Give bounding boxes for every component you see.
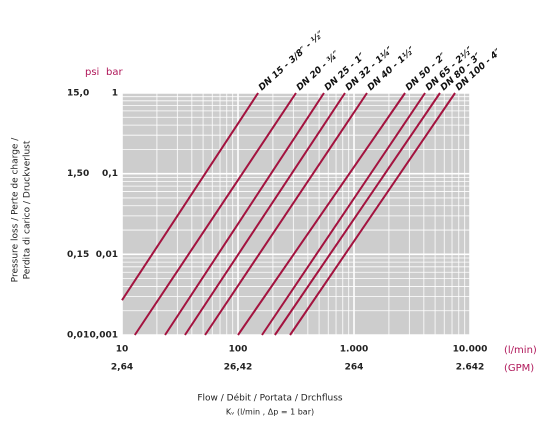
- series-line: [289, 92, 456, 336]
- x2-tick-label: 26,42: [224, 363, 252, 373]
- y2-tick-label: 0,01: [67, 331, 89, 341]
- series-line: [237, 92, 406, 336]
- x2-tick-label: 2.642: [456, 363, 484, 373]
- series-line: [204, 92, 368, 336]
- y-axis-title: Perdita di carico / Druckverlust: [23, 140, 33, 279]
- x-tick-label: 1.000: [340, 345, 368, 355]
- series-line: [121, 92, 259, 301]
- x-tick-label: 100: [229, 345, 248, 355]
- x-tick-label: 10.000: [453, 345, 488, 355]
- x2-tick-label: 264: [345, 363, 364, 373]
- y-tick-label: 1: [112, 89, 118, 99]
- y-tick-label: 0,1: [102, 169, 118, 179]
- series-line: [133, 92, 297, 336]
- y2-tick-label: 15,0: [67, 89, 89, 99]
- series-label: DN 15 - 3/8″ - ½″: [257, 30, 326, 94]
- series-line: [261, 92, 426, 336]
- plot-area: [122, 93, 470, 335]
- y-axis-title: Pressure loss / Perte de charge /: [11, 137, 21, 283]
- x-axis-title: Flow / Débit / Portata / Drchfluss: [197, 393, 343, 404]
- x-axis-subtitle: Kᵥ (l/min , Δp = 1 bar): [226, 408, 314, 417]
- x2-unit: (GPM): [504, 363, 534, 374]
- y-tick-label: 0,001: [90, 331, 118, 341]
- series-line: [164, 92, 325, 336]
- series-line: [184, 92, 346, 336]
- y-unit: bar: [106, 67, 123, 78]
- y2-unit: psi: [85, 67, 99, 78]
- x2-tick-label: 2,64: [111, 363, 133, 373]
- x-unit: (l/min): [504, 345, 537, 356]
- y2-tick-label: 1,50: [67, 169, 89, 179]
- y2-tick-label: 0,15: [67, 250, 89, 260]
- series-line: [274, 92, 441, 336]
- x-tick-label: 10: [116, 345, 129, 355]
- y-tick-label: 0,01: [96, 250, 118, 260]
